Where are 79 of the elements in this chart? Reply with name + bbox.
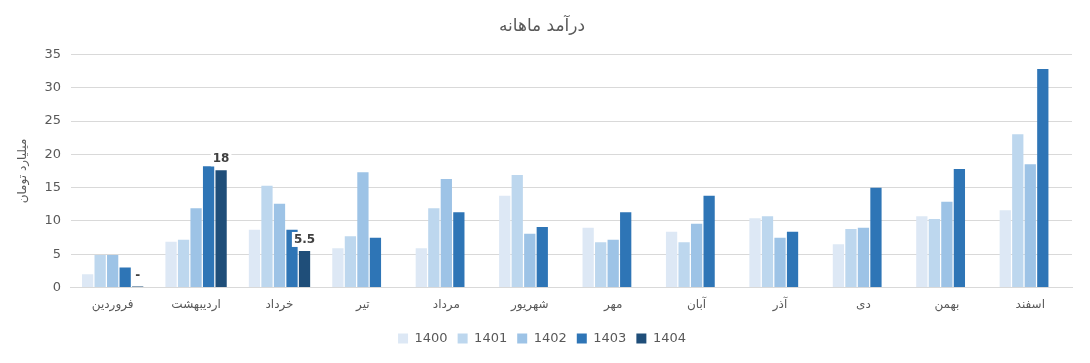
bar xyxy=(786,231,799,288)
bar xyxy=(620,212,632,288)
bar xyxy=(916,216,928,288)
bar xyxy=(415,248,427,288)
x-tick-label: فروردین xyxy=(91,296,134,312)
bar xyxy=(273,203,286,288)
bar xyxy=(941,201,953,288)
bar xyxy=(165,241,177,288)
bar xyxy=(928,218,940,288)
legend-label: 1401 xyxy=(474,329,508,345)
bar xyxy=(357,172,369,288)
legend-label: 1400 xyxy=(414,329,448,345)
bar xyxy=(511,175,523,288)
bar xyxy=(524,233,536,288)
bar xyxy=(202,166,215,288)
bar xyxy=(761,216,774,288)
x-tick-label: مهر xyxy=(602,296,623,312)
chart-title: درآمد ماهانه xyxy=(498,13,586,35)
bar xyxy=(215,170,227,288)
y-tick-label: 25 xyxy=(44,112,61,128)
bar xyxy=(428,208,440,288)
bar xyxy=(369,237,382,288)
bar xyxy=(94,254,106,288)
x-tick-label: خرداد xyxy=(265,296,294,312)
bar xyxy=(332,248,344,288)
x-tick-label: اسفند xyxy=(1015,296,1045,311)
bar xyxy=(190,208,202,288)
bar xyxy=(857,227,870,288)
bar xyxy=(499,195,511,288)
bar xyxy=(344,236,357,288)
bar xyxy=(1024,164,1036,288)
bar xyxy=(453,212,465,288)
bar xyxy=(248,229,261,288)
y-tick-label: 35 xyxy=(44,45,61,61)
x-tick-label: مرداد xyxy=(432,296,460,312)
y-axis-title: میلیارد تومان xyxy=(15,138,31,204)
bar xyxy=(82,274,94,288)
bar xyxy=(678,242,690,288)
bar xyxy=(665,231,678,288)
bar xyxy=(595,242,607,288)
x-tick-label: آبان xyxy=(687,295,707,311)
data-label: 5.5 xyxy=(293,232,316,247)
bar xyxy=(999,210,1011,288)
legend-label: 1403 xyxy=(593,329,627,345)
bar xyxy=(298,250,311,288)
x-tick-label: بهمن xyxy=(934,296,960,312)
x-tick-label: شهریور xyxy=(509,296,549,312)
x-tick-label: آذر xyxy=(771,295,788,312)
bar xyxy=(1037,69,1049,288)
bar xyxy=(119,267,131,288)
legend-label: 1404 xyxy=(652,329,686,345)
bar xyxy=(749,218,761,288)
y-tick-label: 15 xyxy=(44,179,61,195)
x-tick-label: دی xyxy=(856,296,871,311)
bar xyxy=(953,169,966,288)
x-tick-label: تیر xyxy=(355,296,370,312)
bar xyxy=(582,227,594,288)
data-label: 18 xyxy=(212,151,230,166)
bar xyxy=(261,185,273,288)
bar xyxy=(703,195,715,288)
bar xyxy=(690,223,703,288)
bar xyxy=(177,239,190,288)
bar xyxy=(870,187,882,288)
y-tick-label: 0 xyxy=(52,278,61,294)
bar xyxy=(774,237,786,288)
bar xyxy=(845,228,857,288)
y-tick-label: 10 xyxy=(44,212,61,228)
bar xyxy=(607,239,619,288)
x-tick-label: اردیبهشت xyxy=(171,296,221,312)
y-tick-label: 20 xyxy=(44,145,61,161)
legend-label: 1402 xyxy=(533,329,567,345)
bar xyxy=(832,244,845,288)
y-tick-label: 30 xyxy=(44,79,61,95)
bar xyxy=(107,254,119,288)
bar xyxy=(536,226,548,288)
bar xyxy=(440,179,452,288)
bar xyxy=(1012,134,1024,288)
data-label: - xyxy=(135,267,141,282)
y-tick-label: 5 xyxy=(52,245,61,261)
